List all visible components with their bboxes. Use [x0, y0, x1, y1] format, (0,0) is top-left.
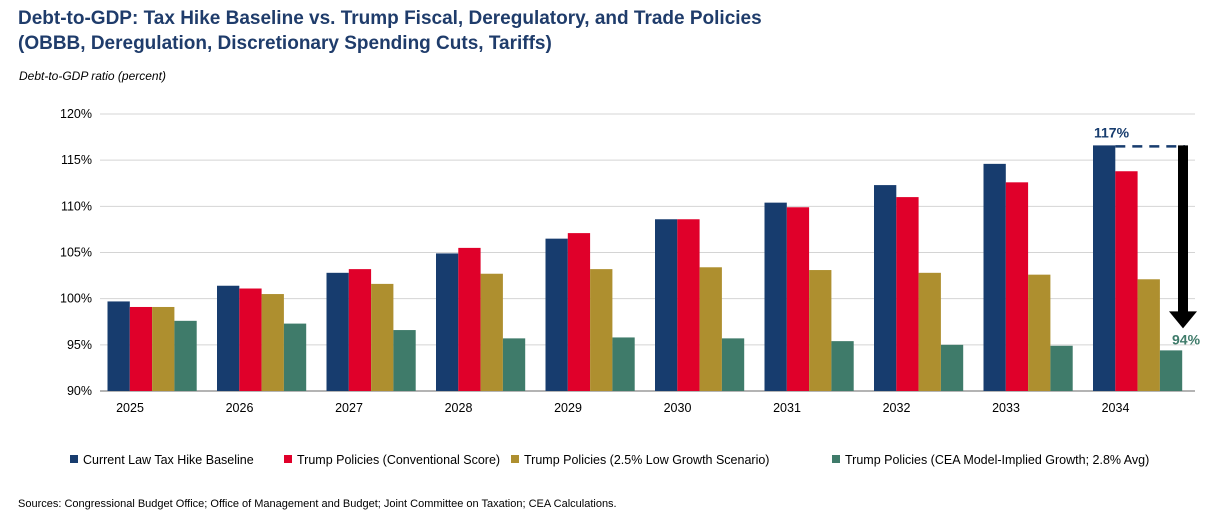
- legend-label-4: Trump Policies (CEA Model-Implied Growth…: [845, 453, 1149, 467]
- x-tick-label: 2029: [554, 401, 582, 415]
- x-tick-label: 2033: [992, 401, 1020, 415]
- bar-2029-series-1: [545, 238, 568, 391]
- y-tick-label: 95%: [67, 338, 92, 352]
- y-axis-label: Debt-to-GDP ratio (percent): [19, 69, 166, 83]
- bar-2030-series-3: [699, 267, 722, 391]
- bar-2032-series-1: [874, 185, 897, 391]
- bar-2030-series-4: [721, 338, 745, 391]
- bar-2026-series-4: [283, 323, 307, 391]
- bar-2031-series-2: [786, 207, 810, 391]
- x-tick-label: 2031: [773, 401, 801, 415]
- annotation-baseline-value: 117%: [1094, 124, 1130, 140]
- bar-2032-series-3: [918, 272, 941, 391]
- bar-2032-series-4: [940, 344, 964, 391]
- legend-label-1: Current Law Tax Hike Baseline: [83, 453, 254, 467]
- bar-2026-series-1: [217, 285, 240, 391]
- bar-2034-series-1: [1093, 145, 1116, 391]
- bar-2030-series-2: [677, 219, 700, 391]
- bar-2034-series-3: [1137, 279, 1160, 391]
- bar-2025-series-1: [107, 301, 130, 391]
- arrow-shaft: [1178, 145, 1188, 314]
- bar-2033-series-4: [1050, 345, 1073, 391]
- bar-2029-series-2: [567, 233, 591, 391]
- bar-2028-series-2: [458, 247, 481, 391]
- annotation-cea-value: 94%: [1172, 331, 1201, 347]
- bar-2027-series-2: [348, 269, 372, 391]
- legend-swatch-2: [284, 455, 292, 463]
- y-tick-label: 105%: [60, 246, 92, 260]
- bar-2029-series-4: [612, 337, 635, 391]
- bar-2025-series-2: [129, 306, 153, 391]
- bar-2031-series-3: [809, 270, 832, 391]
- bar-2025-series-4: [174, 320, 197, 391]
- y-tick-label: 120%: [60, 107, 92, 121]
- legend-swatch-1: [70, 455, 78, 463]
- x-tick-label: 2032: [883, 401, 911, 415]
- y-tick-label: 100%: [60, 292, 92, 306]
- bar-2033-series-2: [1005, 182, 1029, 391]
- chart-title: Debt-to-GDP: Tax Hike Baseline vs. Trump…: [18, 8, 762, 29]
- chart-subtitle: (OBBB, Deregulation, Discretionary Spend…: [18, 33, 552, 54]
- y-tick-label: 115%: [61, 153, 92, 167]
- bar-2028-series-1: [436, 253, 459, 391]
- x-tick-label: 2027: [335, 401, 363, 415]
- bar-2026-series-2: [239, 288, 262, 391]
- bar-2031-series-4: [831, 341, 854, 391]
- y-tick-label: 110%: [61, 199, 92, 213]
- bar-2026-series-3: [261, 294, 284, 391]
- legend-swatch-3: [511, 455, 519, 463]
- x-tick-label: 2025: [116, 401, 144, 415]
- x-tick-label: 2030: [664, 401, 692, 415]
- down-arrow-icon: [1169, 311, 1197, 329]
- bar-2034-series-2: [1115, 171, 1138, 391]
- y-tick-label: 90%: [67, 384, 92, 398]
- bar-2027-series-1: [326, 272, 349, 391]
- x-tick-label: 2034: [1102, 401, 1130, 415]
- bar-2033-series-1: [983, 163, 1006, 391]
- bar-2030-series-1: [655, 219, 678, 391]
- legend-label-3: Trump Policies (2.5% Low Growth Scenario…: [524, 453, 769, 467]
- bar-2028-series-4: [502, 338, 526, 391]
- bar-2033-series-3: [1028, 274, 1051, 391]
- bar-2032-series-2: [896, 197, 919, 391]
- bar-2034-series-4: [1159, 350, 1183, 391]
- x-tick-label: 2026: [226, 401, 254, 415]
- bar-2031-series-1: [764, 202, 787, 391]
- source-note: Sources: Congressional Budget Office; Of…: [18, 498, 617, 510]
- legend-swatch-4: [832, 455, 840, 463]
- legend-label-2: Trump Policies (Conventional Score): [297, 453, 500, 467]
- x-tick-label: 2028: [445, 401, 473, 415]
- bar-2027-series-4: [393, 330, 416, 391]
- bar-2025-series-3: [152, 306, 175, 391]
- bar-2028-series-3: [480, 273, 503, 391]
- bar-2029-series-3: [590, 269, 613, 391]
- bar-2027-series-3: [371, 283, 394, 391]
